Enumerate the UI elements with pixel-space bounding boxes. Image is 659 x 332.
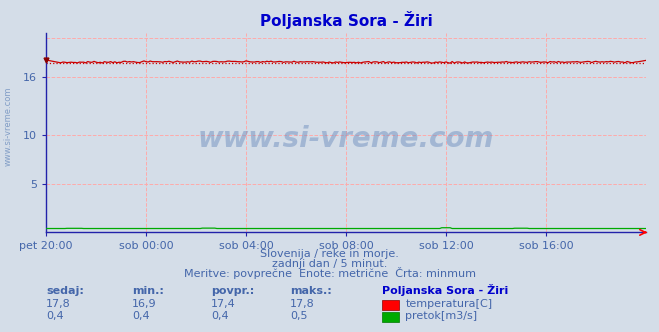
Text: Slovenija / reke in morje.: Slovenija / reke in morje.	[260, 249, 399, 259]
Text: temperatura[C]: temperatura[C]	[405, 299, 492, 309]
Text: Meritve: povprečne  Enote: metrične  Črta: minmum: Meritve: povprečne Enote: metrične Črta:…	[183, 267, 476, 279]
Text: 17,4: 17,4	[211, 299, 236, 309]
Text: 17,8: 17,8	[46, 299, 71, 309]
Text: zadnji dan / 5 minut.: zadnji dan / 5 minut.	[272, 259, 387, 269]
Text: povpr.:: povpr.:	[211, 286, 254, 296]
Text: 0,4: 0,4	[211, 311, 229, 321]
Text: 0,4: 0,4	[46, 311, 64, 321]
Text: www.si-vreme.com: www.si-vreme.com	[198, 125, 494, 153]
Text: maks.:: maks.:	[290, 286, 331, 296]
Text: pretok[m3/s]: pretok[m3/s]	[405, 311, 477, 321]
Text: 0,4: 0,4	[132, 311, 150, 321]
Text: 0,5: 0,5	[290, 311, 308, 321]
Text: min.:: min.:	[132, 286, 163, 296]
Text: 17,8: 17,8	[290, 299, 315, 309]
Text: Poljanska Sora - Žiri: Poljanska Sora - Žiri	[382, 284, 509, 296]
Text: 16,9: 16,9	[132, 299, 156, 309]
Text: www.si-vreme.com: www.si-vreme.com	[3, 86, 13, 166]
Title: Poljanska Sora - Žiri: Poljanska Sora - Žiri	[260, 11, 432, 29]
Text: sedaj:: sedaj:	[46, 286, 84, 296]
